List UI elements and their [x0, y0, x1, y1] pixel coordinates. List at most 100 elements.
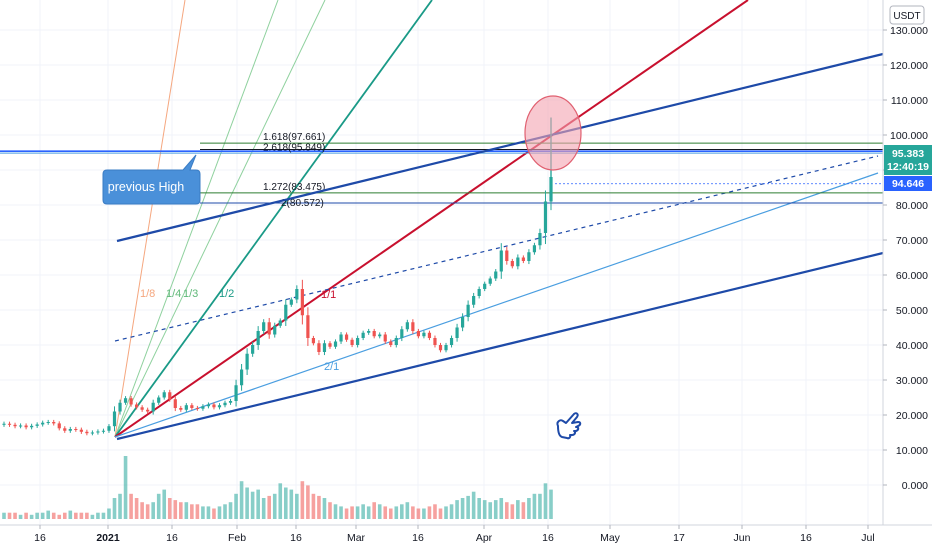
candle-body: [206, 404, 211, 407]
candle-body: [455, 327, 459, 338]
candle-body: [217, 405, 222, 408]
volume-bar: [179, 502, 183, 519]
volume-bar: [261, 498, 266, 519]
candle-body: [361, 332, 365, 338]
candle-body: [201, 406, 205, 409]
volume-bar: [195, 504, 200, 519]
fan-line-1-8: [114, 0, 186, 438]
candle-body: [228, 401, 233, 403]
y-tick-label: 50.000: [896, 305, 928, 317]
x-tick-label: 16: [166, 532, 178, 544]
volume-bar: [68, 510, 73, 519]
fan-line-1-4: [114, 0, 279, 438]
y-tick-label: 40.000: [896, 340, 928, 352]
candle-body: [96, 431, 100, 433]
candle-body: [527, 252, 531, 261]
x-tick-label: Mar: [347, 532, 366, 544]
volume-bar: [549, 489, 553, 519]
candle-body: [472, 296, 476, 305]
candle-body: [146, 409, 150, 412]
volume-bar: [245, 487, 249, 519]
candle-body: [295, 289, 299, 300]
volume-bar: [107, 508, 111, 519]
volume-bar: [79, 512, 84, 519]
candle-body: [168, 392, 172, 400]
volume-bar: [482, 500, 487, 519]
volume-bar: [471, 491, 476, 519]
candle-body: [372, 331, 376, 337]
volume-bar: [85, 512, 89, 519]
volume-bar: [201, 506, 205, 519]
x-tick-label: 16: [34, 532, 46, 544]
candle-body: [18, 425, 23, 427]
upper-channel-line: [116, 52, 884, 243]
light-channel-line: [114, 172, 879, 438]
price-axis-ticks: 0.000 10.000 20.000 30.000 40.000 50.000 60.00…: [883, 25, 928, 492]
y-tick-label: 80.000: [896, 200, 928, 212]
price-axis[interactable]: [883, 0, 932, 525]
volume-bar: [521, 502, 526, 519]
candle-body: [394, 338, 398, 345]
volume-bar: [272, 493, 277, 519]
volume-bar: [96, 512, 100, 519]
volume-bar: [29, 514, 34, 519]
candle-body: [41, 422, 45, 425]
candle-body: [234, 385, 238, 401]
candle-body: [322, 343, 327, 352]
volume-bar: [322, 498, 327, 519]
candle-body: [488, 278, 492, 284]
candle-body: [57, 423, 61, 429]
volume-bar: [90, 514, 95, 519]
x-tick-label: 2021: [96, 532, 120, 544]
time-axis[interactable]: [0, 525, 932, 550]
volume-bar: [35, 512, 39, 519]
volume-bar: [278, 483, 283, 519]
previous-high-callout[interactable]: previous High: [102, 154, 201, 205]
x-tick-label: Jun: [734, 532, 751, 544]
volume-bar: [366, 506, 371, 519]
volume-bar: [151, 502, 155, 519]
volume-bar: [217, 506, 222, 519]
fib-level-label: 1.618(97.661): [263, 132, 325, 143]
y-tick-label: 70.000: [896, 235, 928, 247]
candle-body: [339, 334, 343, 342]
bar-countdown: 12:40:19: [887, 161, 929, 173]
candle-body: [438, 345, 443, 351]
volume-bar: [51, 512, 56, 519]
candle-body: [140, 407, 144, 410]
volume-bar: [311, 493, 316, 519]
volume-bar: [449, 504, 454, 519]
candle-body: [123, 398, 128, 403]
fan-label: 1/4: [166, 288, 181, 300]
fan-label: 1/3: [183, 288, 198, 300]
volume-bar: [438, 508, 443, 519]
candle-body: [494, 271, 498, 279]
volume-bar: [18, 514, 23, 519]
volume-bar: [250, 491, 255, 519]
candle-body: [74, 429, 78, 430]
secondary-price-tag: 94.646: [884, 176, 932, 191]
x-tick-label: 17: [673, 532, 685, 544]
volume-bar: [433, 504, 437, 519]
x-tick-label: 16: [412, 532, 424, 544]
volume-bar: [13, 512, 17, 519]
volume-bar: [234, 493, 238, 519]
pointing-hand-icon: [556, 412, 582, 440]
y-tick-label: 100.000: [890, 130, 928, 142]
candle-body: [85, 431, 89, 434]
candle-body: [460, 317, 465, 328]
candle-body: [262, 322, 266, 331]
candle-body: [449, 338, 454, 345]
candle-body: [7, 423, 12, 425]
candle-body: [278, 320, 282, 326]
lower-channel-line: [116, 251, 884, 441]
volume-bar: [167, 498, 172, 519]
candle-body: [289, 299, 293, 305]
y-tick-label: 60.000: [896, 270, 928, 282]
x-tick-label: May: [600, 532, 621, 544]
volume-bar: [460, 498, 465, 519]
volume-bar: [306, 485, 310, 519]
currency-badge[interactable]: [889, 5, 925, 25]
plot-area[interactable]: [0, 0, 883, 525]
